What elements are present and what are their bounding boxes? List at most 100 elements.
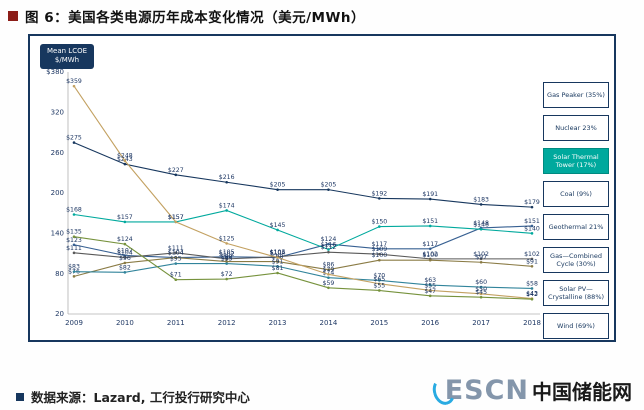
series-point-wind bbox=[428, 294, 432, 298]
series-point-wind bbox=[225, 277, 228, 281]
series-line-solar-thermal-tower bbox=[73, 209, 533, 251]
series-point-gas-combined-cycle bbox=[174, 262, 178, 265]
point-label-nuclear: $107 bbox=[117, 248, 133, 255]
point-label-nuclear: $123 bbox=[66, 237, 82, 244]
series-point-geothermal bbox=[123, 261, 127, 265]
point-label-solar-pv-crystalline: $43 bbox=[526, 291, 538, 298]
point-label-solar-thermal-tower: $146 bbox=[473, 221, 489, 228]
point-label-coal: $102 bbox=[219, 251, 235, 258]
data-source-row: 数据来源：Lazard, 工行投行研究中心 bbox=[16, 387, 250, 406]
point-label-wind: $72 bbox=[221, 271, 233, 278]
series-point-wind bbox=[123, 242, 127, 246]
series-line-nuclear bbox=[73, 225, 533, 259]
series-point-gas-peaker bbox=[276, 188, 279, 191]
point-label-solar-thermal-tower: $157 bbox=[168, 214, 184, 221]
series-point-nuclear bbox=[225, 255, 228, 259]
point-label-solar-thermal-tower: $157 bbox=[117, 214, 133, 221]
series-line-gas-peaker bbox=[73, 142, 533, 208]
series-point-geothermal bbox=[378, 258, 381, 262]
series-point-gas-combined-cycle bbox=[123, 271, 127, 274]
legend-item-wind: Wind (69%) bbox=[543, 313, 609, 339]
series-point-coal bbox=[123, 256, 127, 259]
point-label-coal: $109 bbox=[371, 246, 387, 253]
series-point-solar-thermal-tower bbox=[276, 228, 279, 232]
point-label-gas-combined-cycle: $58 bbox=[526, 280, 538, 287]
series-point-geothermal bbox=[530, 264, 534, 268]
series-point-wind bbox=[276, 271, 279, 275]
series-point-solar-pv-crystalline bbox=[378, 282, 381, 286]
point-label-solar-thermal-tower: $174 bbox=[219, 202, 235, 209]
point-label-solar-pv-crystalline: $55 bbox=[424, 282, 436, 289]
series-point-coal bbox=[72, 251, 76, 255]
series-point-wind bbox=[479, 295, 483, 299]
series-point-nuclear bbox=[327, 242, 330, 246]
point-label-gas-peaker: $205 bbox=[270, 182, 286, 189]
point-label-gas-peaker: $227 bbox=[168, 167, 184, 174]
data-source-text: 数据来源：Lazard, 工行投行研究中心 bbox=[31, 390, 250, 405]
point-label-coal: $105 bbox=[270, 249, 286, 256]
point-label-wind: $59 bbox=[323, 280, 335, 287]
series-point-wind bbox=[378, 289, 381, 292]
point-label-wind: $47 bbox=[424, 288, 436, 295]
y-tick-label: $380 bbox=[46, 68, 64, 76]
legend-item-solar-thermal-tower: Solar Thermal Tower (17%) bbox=[543, 148, 609, 174]
series-line-geothermal bbox=[73, 256, 533, 277]
point-label-geothermal: $100 bbox=[371, 252, 387, 259]
series-point-nuclear bbox=[378, 247, 381, 251]
legend-item-solar-pv-crystalline: Solar PV—Crystalline (88%) bbox=[543, 280, 609, 306]
x-tick-label: 2012 bbox=[218, 319, 236, 327]
x-tick-label: 2014 bbox=[320, 319, 338, 327]
point-label-coal: $102 bbox=[473, 251, 489, 258]
point-label-nuclear: $151 bbox=[524, 218, 540, 225]
series-point-coal bbox=[530, 257, 534, 261]
escn-logo: ESCN 中国储能网 bbox=[429, 374, 632, 407]
point-label-wind: $42 bbox=[526, 291, 538, 298]
series-point-geothermal bbox=[174, 256, 178, 259]
series-point-geothermal bbox=[72, 275, 76, 278]
y-tick-label: 80 bbox=[55, 270, 64, 278]
series-point-solar-pv-crystalline bbox=[123, 159, 127, 163]
series-point-gas-peaker bbox=[479, 203, 483, 206]
point-label-coal: $111 bbox=[168, 245, 184, 252]
series-point-solar-pv-crystalline bbox=[428, 289, 432, 292]
point-label-nuclear: $117 bbox=[422, 241, 438, 248]
series-point-solar-thermal-tower bbox=[428, 224, 432, 228]
series-point-solar-thermal-tower bbox=[123, 220, 127, 224]
point-label-nuclear: $148 bbox=[473, 220, 489, 227]
series-point-solar-thermal-tower bbox=[72, 213, 76, 216]
point-label-gas-combined-cycle: $60 bbox=[475, 279, 487, 286]
y-tick-label: 20 bbox=[55, 310, 64, 318]
point-label-gas-combined-cycle: $63 bbox=[424, 277, 436, 284]
point-label-solar-pv-crystalline: $50 bbox=[475, 286, 487, 293]
series-point-gas-peaker bbox=[428, 197, 432, 201]
y-tick-label: 200 bbox=[51, 189, 64, 197]
legend-item-gas-combined-cycle: Gas—Combined Cycle (30%) bbox=[543, 247, 609, 273]
point-label-solar-pv-crystalline: $248 bbox=[117, 153, 133, 160]
series-line-gas-combined-cycle bbox=[73, 263, 533, 290]
point-label-gas-combined-cycle: $83 bbox=[68, 264, 80, 271]
series-point-wind bbox=[327, 286, 330, 290]
point-label-wind: $135 bbox=[66, 229, 82, 236]
series-point-nuclear bbox=[72, 243, 76, 247]
series-point-gas-peaker bbox=[327, 188, 330, 191]
series-point-gas-combined-cycle bbox=[428, 283, 432, 287]
series-point-nuclear bbox=[428, 247, 432, 251]
x-tick-label: 2016 bbox=[421, 319, 439, 327]
point-label-gas-peaker: $216 bbox=[219, 174, 235, 181]
point-label-gas-combined-cycle: $95 bbox=[170, 256, 182, 263]
point-label-nuclear: $124 bbox=[321, 236, 337, 243]
series-point-nuclear bbox=[123, 254, 127, 257]
legend-item-geothermal: Geothermal 21% bbox=[543, 214, 609, 240]
point-label-gas-peaker: $192 bbox=[371, 190, 387, 197]
series-point-solar-pv-crystalline bbox=[225, 242, 228, 245]
x-tick-label: 2011 bbox=[167, 319, 185, 327]
legend-item-nuclear: Nuclear 23% bbox=[543, 115, 609, 141]
y-tick-label: 260 bbox=[51, 149, 64, 157]
point-label-solar-thermal-tower: $116 bbox=[321, 241, 337, 248]
series-point-gas-combined-cycle bbox=[225, 262, 228, 265]
point-label-solar-pv-crystalline: $65 bbox=[373, 276, 385, 283]
point-label-gas-combined-cycle: $95 bbox=[221, 256, 233, 263]
escn-logo-en: ESCN bbox=[444, 375, 529, 406]
point-label-solar-pv-crystalline: $157 bbox=[168, 214, 184, 221]
